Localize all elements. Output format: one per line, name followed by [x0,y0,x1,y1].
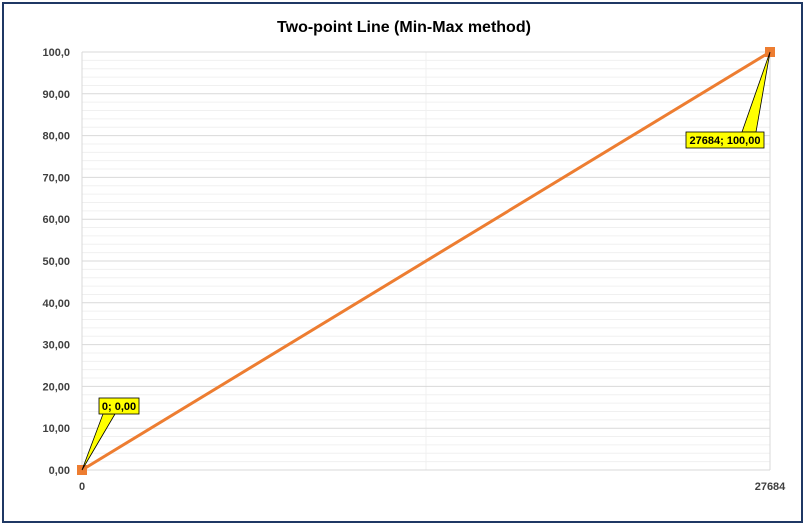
data-callout: 27684; 100,00 [685,51,771,149]
y-tick-label: 70,00 [42,172,70,184]
minor-gridlines [82,52,770,470]
y-axis-tick-labels: 0,00 10,00 20,00 30,00 40,00 50,00 60,00 70,00 8… [42,47,70,477]
y-tick-label: 80,00 [42,131,70,143]
x-tick-label: 27684 [755,481,786,493]
callout-box [685,131,765,149]
y-tick-label: 20,00 [42,381,70,393]
callout-box [98,397,140,415]
chart-title: Two-point Line (Min-Max method) [277,19,531,36]
y-tick-label: 0,00 [49,465,70,477]
callout-label: 0; 0,00 [102,401,136,413]
y-tick-label: 90,00 [42,89,70,101]
y-tick-label: 50,00 [42,256,70,268]
callout-pointer [741,51,771,133]
data-callout: 0; 0,00 [81,397,140,471]
callouts-group: 0; 0,00 27684; 100,00 [81,51,771,471]
y-tick-label: 30,00 [42,340,70,352]
callout-label: 27684; 100,00 [690,135,761,147]
series-line [81,50,771,472]
x-axis-tick-labels: 0 27684 [79,481,786,493]
major-gridlines [81,51,771,471]
y-tick-label: 60,00 [42,214,70,226]
y-tick-label: 10,00 [42,423,70,435]
y-tick-label: 40,00 [42,298,70,310]
x-tick-label: 0 [79,481,85,493]
y-tick-label: 100,0 [42,47,70,59]
